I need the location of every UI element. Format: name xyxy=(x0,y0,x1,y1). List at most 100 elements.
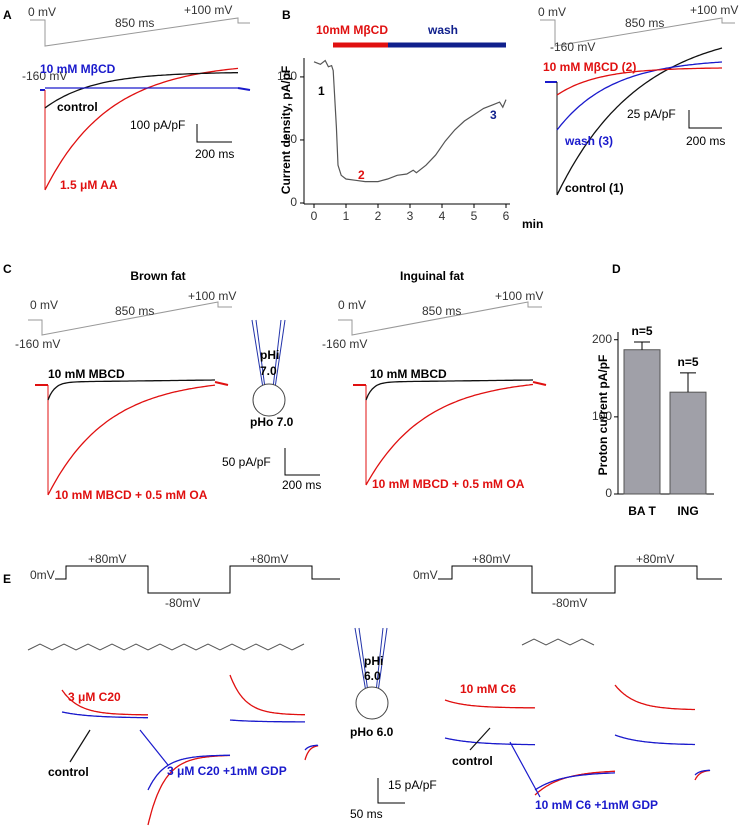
trace xyxy=(214,381,229,386)
x-tick-label: 3 xyxy=(407,209,414,223)
label: +80mV xyxy=(88,552,126,566)
label: 25 pA/pF xyxy=(627,107,676,121)
trace xyxy=(229,719,305,723)
trace xyxy=(229,674,305,716)
trace xyxy=(44,67,239,191)
label: 3 μM C20 +1mM GDP xyxy=(167,764,287,778)
x-tick-label: 1 xyxy=(343,209,350,223)
label: 200 ms xyxy=(282,478,321,492)
label: 850 ms xyxy=(115,16,154,30)
y-tick-label: 100 xyxy=(592,409,612,423)
trace xyxy=(444,737,536,746)
x-axis-label: min xyxy=(522,217,543,231)
label: 850 ms xyxy=(422,304,461,318)
label: 10 mM C6 xyxy=(460,682,516,696)
y-axis-label: Proton current pA/pF xyxy=(596,355,610,476)
label: Inguinal fat xyxy=(400,269,464,283)
label: 100 pA/pF xyxy=(130,118,185,132)
trace xyxy=(304,745,319,761)
trace xyxy=(365,383,534,486)
label: 15 pA/pF xyxy=(388,778,437,792)
label: control xyxy=(452,754,493,768)
x-tick-label: 6 xyxy=(503,209,510,223)
trace xyxy=(534,772,615,791)
label: +80mV xyxy=(636,552,674,566)
label: -160 mV xyxy=(22,69,67,83)
x-tick-label: 2 xyxy=(375,209,382,223)
annotation: wash xyxy=(427,23,458,37)
label: 850 ms xyxy=(625,16,664,30)
y-axis-label: Current density, pA/pF xyxy=(279,66,293,194)
annotation: 1 xyxy=(318,84,325,98)
label: 200 ms xyxy=(195,147,234,161)
y-tick-label: 0 xyxy=(605,486,612,500)
label: 200 ms xyxy=(686,134,725,148)
error-bar xyxy=(680,372,696,393)
label: 0 mV xyxy=(30,298,58,312)
label: pHi xyxy=(260,348,279,362)
arrow xyxy=(69,729,91,763)
label: 7.0 xyxy=(260,364,277,378)
label: +100 mV xyxy=(690,3,738,17)
label: -160 mV xyxy=(15,337,60,351)
label: +100 mV xyxy=(188,289,236,303)
trace xyxy=(365,379,533,401)
label: +100 mV xyxy=(495,289,543,303)
panel-letter: D xyxy=(612,262,621,276)
y-tick-label: 0 xyxy=(290,195,297,209)
label: 0mV xyxy=(30,568,55,582)
label: 3 μM C20 xyxy=(68,690,121,704)
trace xyxy=(47,384,216,496)
label: +80mV xyxy=(472,552,510,566)
trace xyxy=(44,72,238,109)
label: 10 mM MBCD + 0.5 mM OA xyxy=(55,488,208,502)
y-tick-label: 200 xyxy=(592,332,612,346)
label: +100 mV xyxy=(184,3,232,17)
label: 0 mV xyxy=(538,5,566,19)
trace xyxy=(694,769,710,781)
label: 10 mM MBCD xyxy=(48,367,125,381)
arrow xyxy=(509,741,541,798)
bar xyxy=(669,391,707,495)
trace xyxy=(147,754,231,791)
x-tick-label: 0 xyxy=(311,209,318,223)
label: 10 mM MβCD xyxy=(40,62,116,76)
trace xyxy=(556,67,722,96)
label: 10 mM MBCD xyxy=(370,367,447,381)
label: Brown fat xyxy=(130,269,185,283)
panel-letter: C xyxy=(3,262,12,276)
x-tick-label: 5 xyxy=(471,209,478,223)
trace xyxy=(694,769,711,776)
label: -80mV xyxy=(165,596,200,610)
label: 50 pA/pF xyxy=(222,455,271,469)
label: -80mV xyxy=(552,596,587,610)
label: 50 ms xyxy=(350,807,383,821)
label: pHo 7.0 xyxy=(250,415,294,429)
annotation: 10mM MβCD xyxy=(316,23,388,37)
label: 0mV xyxy=(413,568,438,582)
arrow xyxy=(469,727,491,751)
y-tick-label: 50 xyxy=(284,132,298,146)
label: +80mV xyxy=(250,552,288,566)
label: 0 mV xyxy=(338,298,366,312)
arrow xyxy=(139,729,169,766)
trace xyxy=(532,381,547,386)
label: pHi xyxy=(364,654,383,668)
bar xyxy=(623,349,661,495)
label: 850 ms xyxy=(115,304,154,318)
trace xyxy=(304,744,319,751)
trace xyxy=(237,87,251,91)
label: -160 mV xyxy=(550,40,595,54)
panel-letter: A xyxy=(3,8,12,22)
layout xyxy=(27,17,735,804)
trace xyxy=(444,699,536,709)
trace xyxy=(61,711,148,719)
label: control xyxy=(57,100,98,114)
trace xyxy=(556,47,723,196)
annotation: n=5 xyxy=(631,324,652,338)
annotation: n=5 xyxy=(677,355,698,369)
label: pHo 6.0 xyxy=(350,725,394,739)
label: 0 mV xyxy=(28,5,56,19)
label: control xyxy=(48,765,89,779)
